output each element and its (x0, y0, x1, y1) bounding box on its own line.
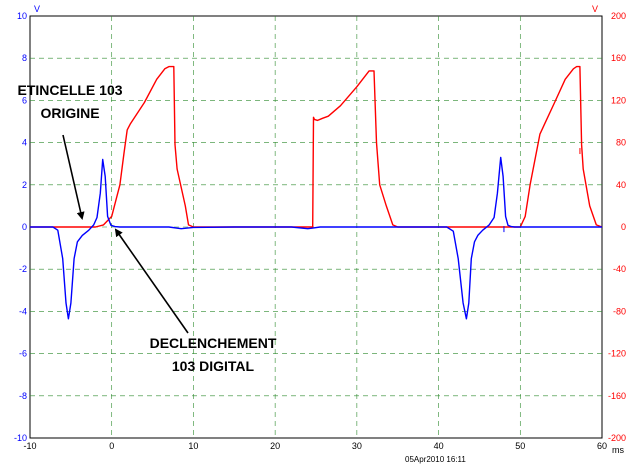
x-axis-unit: ms (612, 445, 624, 455)
series-line-red (30, 65, 603, 228)
left-axis-tick-label: -6 (19, 349, 27, 359)
left-axis-tick-label: 6 (22, 95, 27, 105)
left-axis-ticks: 10 8 6 4 2 0 -2 -4 -6 -8 -10 (14, 11, 27, 443)
x-axis-tick-label: 40 (434, 441, 444, 451)
left-axis-tick-label: -2 (19, 264, 27, 274)
right-axis-tick-label: -160 (608, 391, 626, 401)
annotation-declenchement-line2: 103 DIGITAL (172, 358, 255, 374)
annotation-declenchement: DECLENCHEMENT 103 DIGITAL (114, 228, 277, 374)
left-axis-tick-label: 4 (22, 138, 27, 148)
x-axis-tick-label: -10 (23, 441, 36, 451)
right-axis-tick-label: -120 (608, 349, 626, 359)
markers-group (503, 148, 581, 233)
right-axis-tick-label: 80 (616, 138, 626, 148)
left-axis-tick-label: 8 (22, 53, 27, 63)
series-group (30, 65, 603, 320)
left-axis-tick-label: 2 (22, 180, 27, 190)
left-axis-tick-label: 0 (22, 222, 27, 232)
annotation-etincelle-arrow (62, 134, 85, 220)
x-axis-tick-label: 20 (270, 441, 280, 451)
x-axis-tick-label: 30 (352, 441, 362, 451)
right-axis-tick-label: 120 (611, 95, 626, 105)
right-axis-unit: V (592, 4, 598, 14)
right-axis-tick-label: 200 (611, 11, 626, 21)
right-axis-tick-label: 160 (611, 53, 626, 63)
x-axis-tick-label: 0 (109, 441, 114, 451)
right-axis-tick-label: -200 (608, 433, 626, 443)
x-axis-ticks: -10 0 10 20 30 40 50 60 (23, 441, 607, 451)
right-axis-tick-label: -80 (613, 306, 626, 316)
annotation-etincelle-line1: ETINCELLE 103 (17, 82, 122, 98)
x-axis-tick-label: 60 (597, 441, 607, 451)
left-axis-tick-label: 10 (17, 11, 27, 21)
right-axis-tick-label: 40 (616, 180, 626, 190)
x-axis-tick-label: 50 (515, 441, 525, 451)
annotation-etincelle-line2: ORIGINE (40, 105, 99, 121)
annotation-declenchement-line1: DECLENCHEMENT (150, 335, 277, 351)
right-axis-tick-label: -40 (613, 264, 626, 274)
left-axis-tick-label: -4 (19, 306, 27, 316)
annotation-declenchement-arrow (114, 228, 189, 334)
left-axis-tick-label: -8 (19, 391, 27, 401)
right-axis-tick-label: 0 (621, 222, 626, 232)
x-axis-tick-label: 10 (188, 441, 198, 451)
timestamp: 05Apr2010 16:11 (405, 455, 466, 464)
left-axis-tick-label: -10 (14, 433, 27, 443)
series-line-blue (30, 156, 602, 320)
annotation-etincelle: ETINCELLE 103 ORIGINE (17, 82, 123, 220)
left-axis-unit: V (34, 4, 40, 14)
right-axis-ticks: 200 160 120 80 40 0 -40 -80 -120 -160 -200 (608, 11, 626, 443)
